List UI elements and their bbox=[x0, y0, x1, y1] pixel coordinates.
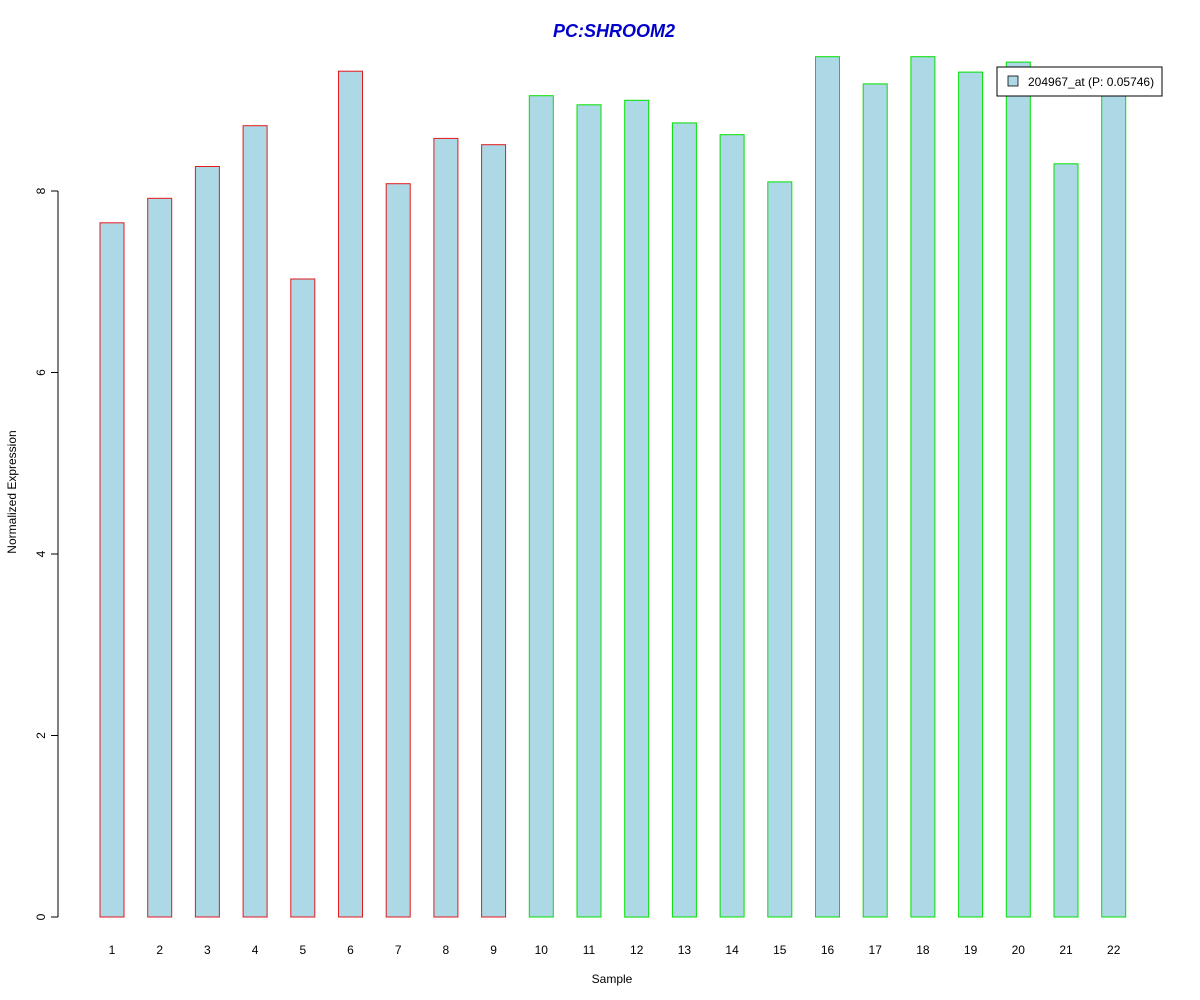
bar-sample-4 bbox=[242, 125, 268, 918]
bar-sample-18 bbox=[910, 56, 936, 918]
x-tick-label: 16 bbox=[821, 943, 835, 957]
x-tick-label: 5 bbox=[299, 943, 306, 957]
x-tick-label: 14 bbox=[725, 943, 739, 957]
y-tick-label: 8 bbox=[34, 187, 48, 194]
legend: 204967_at (P: 0.05746) bbox=[996, 66, 1163, 97]
bar-sample-7 bbox=[385, 183, 411, 918]
x-tick-label: 3 bbox=[204, 943, 211, 957]
bar-sample-22 bbox=[1101, 72, 1127, 918]
chart-title: PC:SHROOM2 bbox=[553, 21, 675, 41]
x-tick-label: 15 bbox=[773, 943, 787, 957]
x-tick-labels: 1 2 3 4 5 6 7 8 9 10 11 12 13 14 15 16 17 18 19 20 21 22 bbox=[109, 943, 1121, 957]
bar-sample-9 bbox=[481, 144, 507, 918]
x-tick-label: 13 bbox=[678, 943, 692, 957]
legend-label: 204967_at (P: 0.05746) bbox=[1028, 75, 1154, 89]
x-tick-label: 17 bbox=[869, 943, 883, 957]
y-tick-label: 4 bbox=[34, 550, 48, 557]
x-tick-label: 18 bbox=[916, 943, 930, 957]
x-tick-label: 10 bbox=[535, 943, 549, 957]
y-tick-label: 2 bbox=[34, 732, 48, 739]
bar-sample-3 bbox=[194, 166, 220, 918]
bar-sample-14 bbox=[719, 134, 745, 918]
bar-sample-19 bbox=[958, 71, 984, 918]
x-tick-label: 11 bbox=[583, 943, 596, 957]
x-tick-label: 22 bbox=[1107, 943, 1121, 957]
bar-sample-11 bbox=[576, 104, 602, 918]
x-tick-label: 9 bbox=[490, 943, 497, 957]
x-tick-label: 2 bbox=[156, 943, 163, 957]
x-tick-label: 19 bbox=[964, 943, 978, 957]
bar-sample-1 bbox=[99, 222, 125, 918]
x-tick-label: 7 bbox=[395, 943, 402, 957]
bar-sample-10 bbox=[528, 95, 554, 918]
x-tick-label: 4 bbox=[252, 943, 259, 957]
bar-sample-12 bbox=[624, 99, 650, 918]
x-tick-label: 20 bbox=[1012, 943, 1026, 957]
y-tick-label: 0 bbox=[34, 913, 48, 920]
x-tick-label: 8 bbox=[443, 943, 450, 957]
x-tick-label: 12 bbox=[630, 943, 644, 957]
bar-sample-8 bbox=[433, 137, 459, 918]
x-tick-label: 1 bbox=[109, 943, 116, 957]
bar-sample-21 bbox=[1053, 163, 1079, 918]
legend-box bbox=[996, 66, 1163, 97]
y-axis-label: Normalized Expression bbox=[5, 430, 19, 553]
x-tick-label: 21 bbox=[1059, 943, 1073, 957]
bar-sample-6 bbox=[338, 70, 363, 918]
bars bbox=[99, 56, 1127, 918]
bar-sample-15 bbox=[767, 181, 793, 918]
y-axis: 0 2 4 6 8 bbox=[34, 187, 59, 920]
bar-sample-13 bbox=[671, 122, 697, 918]
y-tick-label: 6 bbox=[34, 369, 48, 376]
bar-sample-2 bbox=[147, 197, 173, 918]
x-tick-label: 6 bbox=[347, 943, 354, 957]
bar-sample-5 bbox=[290, 278, 316, 918]
legend-swatch bbox=[1007, 75, 1019, 87]
bar-sample-17 bbox=[862, 83, 888, 918]
bar-sample-16 bbox=[815, 56, 840, 918]
bar-sample-20 bbox=[1005, 61, 1031, 918]
x-axis-label: Sample bbox=[592, 972, 633, 986]
